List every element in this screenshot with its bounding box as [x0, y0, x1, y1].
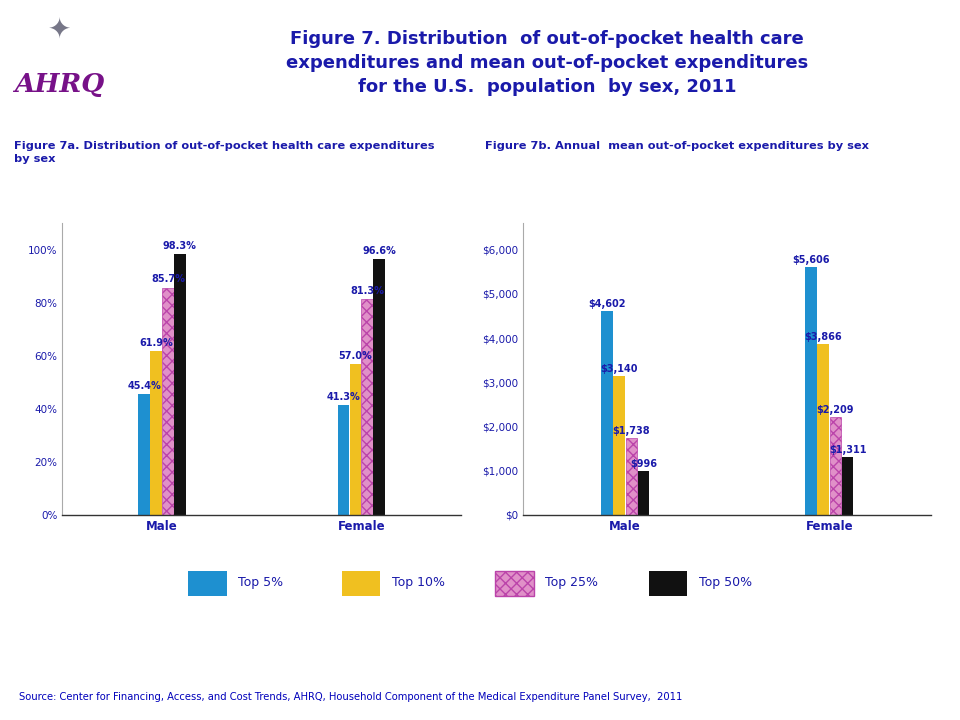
Bar	[175, 254, 185, 515]
Text: $4,602: $4,602	[588, 300, 626, 310]
Bar	[495, 570, 534, 596]
Text: Figure 7. Distribution  of out-of-pocket health care
expenditures and mean out-o: Figure 7. Distribution of out-of-pocket …	[286, 30, 808, 96]
Text: $5,606: $5,606	[792, 255, 829, 265]
Text: $1,311: $1,311	[828, 445, 866, 454]
Bar	[151, 351, 161, 515]
Text: 81.3%: 81.3%	[350, 286, 384, 296]
Bar	[338, 405, 348, 515]
Text: 96.6%: 96.6%	[362, 246, 396, 256]
Text: ✦: ✦	[48, 16, 71, 44]
Text: 57.0%: 57.0%	[338, 351, 372, 361]
Bar	[842, 457, 853, 515]
Bar	[626, 438, 637, 515]
Text: 85.7%: 85.7%	[151, 274, 185, 284]
Text: $1,738: $1,738	[612, 426, 650, 436]
Text: 45.4%: 45.4%	[127, 382, 161, 391]
Text: $3,140: $3,140	[600, 364, 637, 374]
Bar	[601, 312, 612, 515]
Text: Source: Center for Financing, Access, and Cost Trends, AHRQ, Household Component: Source: Center for Financing, Access, an…	[19, 692, 683, 702]
Text: $2,209: $2,209	[817, 405, 854, 415]
Bar	[162, 287, 174, 515]
Text: AHRQ: AHRQ	[14, 72, 105, 97]
Bar	[188, 570, 227, 596]
Bar	[613, 376, 625, 515]
Text: Figure 7a. Distribution of out-of-pocket health care expenditures
by sex: Figure 7a. Distribution of out-of-pocket…	[14, 141, 435, 163]
Bar	[637, 471, 649, 515]
Text: $996: $996	[630, 459, 657, 469]
Bar	[138, 395, 150, 515]
Bar	[649, 570, 687, 596]
Text: Top 25%: Top 25%	[545, 576, 598, 589]
Text: 41.3%: 41.3%	[326, 392, 360, 402]
Text: Top 10%: Top 10%	[392, 576, 444, 589]
Bar	[373, 258, 385, 515]
Text: 98.3%: 98.3%	[163, 241, 197, 251]
Bar	[349, 364, 361, 515]
Bar	[342, 570, 380, 596]
Text: Top 5%: Top 5%	[238, 576, 283, 589]
Text: $3,866: $3,866	[804, 332, 842, 342]
Bar	[829, 417, 841, 515]
Text: Top 50%: Top 50%	[699, 576, 752, 589]
Bar	[817, 344, 828, 515]
Bar	[362, 300, 372, 515]
Bar	[805, 267, 817, 515]
Text: 61.9%: 61.9%	[139, 338, 173, 348]
Text: Figure 7b. Annual  mean out-of-pocket expenditures by sex: Figure 7b. Annual mean out-of-pocket exp…	[485, 141, 869, 151]
